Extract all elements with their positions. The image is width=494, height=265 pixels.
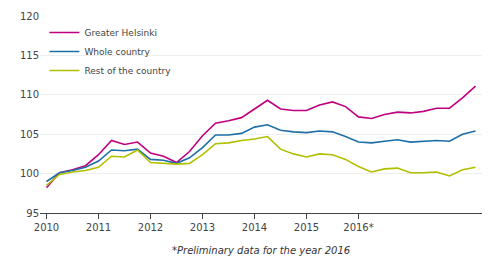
svg-text:*Preliminary data for the year: *Preliminary data for the year 2016 (172, 245, 350, 256)
svg-text:2010: 2010 (34, 222, 59, 233)
svg-text:2016*: 2016* (343, 222, 373, 233)
svg-text:Whole country: Whole country (84, 47, 150, 57)
svg-text:95: 95 (26, 208, 39, 219)
svg-text:2013: 2013 (190, 222, 215, 233)
svg-text:115: 115 (20, 50, 39, 61)
svg-text:Greater Helsinki: Greater Helsinki (84, 28, 157, 38)
svg-text:2015: 2015 (294, 222, 319, 233)
svg-text:2012: 2012 (138, 222, 163, 233)
svg-text:100: 100 (20, 168, 39, 179)
svg-text:120: 120 (20, 11, 39, 22)
svg-text:105: 105 (20, 129, 39, 140)
svg-text:2014: 2014 (242, 222, 267, 233)
svg-text:110: 110 (20, 89, 39, 100)
svg-text:2011: 2011 (86, 222, 111, 233)
svg-text:Rest of the country: Rest of the country (84, 66, 171, 76)
